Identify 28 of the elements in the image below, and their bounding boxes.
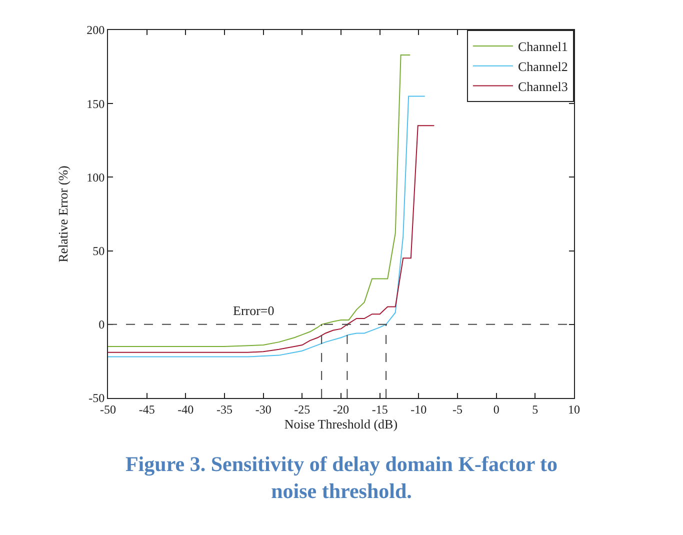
x-tick-label: 5 <box>532 402 538 416</box>
legend-label: Channel1 <box>518 39 568 54</box>
x-axis-title: Noise Threshold (dB) <box>284 416 398 432</box>
x-tick-label: -30 <box>255 402 272 416</box>
y-tick-label: 200 <box>86 23 105 38</box>
x-tick-label: 0 <box>493 402 500 416</box>
y-tick-label: 150 <box>86 96 105 111</box>
x-tick-label: -10 <box>410 402 427 416</box>
y-tick-label: 0 <box>98 318 105 332</box>
text: Figure 3. Sensitivity of delay domain K-factor to noise threshold. <box>125 452 558 504</box>
line-series <box>108 96 426 358</box>
x-tick-label: -5 <box>452 402 462 416</box>
x-tick-label: -35 <box>216 402 232 416</box>
x-tick-label: -15 <box>372 402 388 416</box>
x-tick-label: -45 <box>138 402 155 416</box>
y-tick-label: -50 <box>88 391 105 406</box>
x-tick-label: 10 <box>568 402 580 416</box>
x-tick-label: -25 <box>294 402 310 416</box>
ref-line-label: Error=0 <box>233 303 274 318</box>
line-series <box>108 125 435 353</box>
y-tick-label: 100 <box>86 170 105 184</box>
legend-label: Channel3 <box>518 78 568 94</box>
y-axis-title: Relative Error (%) <box>56 166 71 262</box>
x-tick-label: -40 <box>178 402 194 416</box>
line-series <box>108 54 411 347</box>
legend-label: Channel2 <box>518 58 568 74</box>
x-tick-label: -20 <box>333 402 349 416</box>
y-tick-label: 50 <box>92 244 105 258</box>
